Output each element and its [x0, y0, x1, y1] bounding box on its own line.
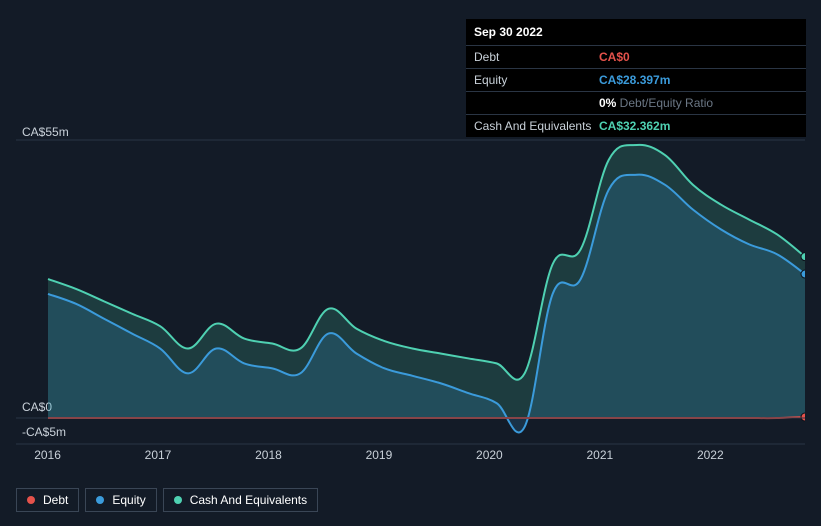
- legend: Debt Equity Cash And Equivalents: [16, 488, 318, 512]
- x-tick: 2021: [587, 448, 614, 462]
- legend-label: Equity: [112, 493, 145, 507]
- tooltip-label: Cash And Equivalents: [474, 119, 599, 133]
- tooltip-value-debt: CA$0: [599, 50, 798, 64]
- x-tick: 2022: [697, 448, 724, 462]
- equity-dot-icon: [96, 496, 104, 504]
- equity-area: [48, 175, 805, 433]
- legend-item-equity[interactable]: Equity: [85, 488, 156, 512]
- tooltip-value-ratio: 0% Debt/Equity Ratio: [599, 96, 798, 110]
- x-tick: 2018: [255, 448, 282, 462]
- tooltip-label: Debt: [474, 50, 599, 64]
- tooltip-row-ratio: 0% Debt/Equity Ratio: [466, 92, 806, 115]
- tooltip-panel: Sep 30 2022 Debt CA$0 Equity CA$28.397m …: [466, 19, 806, 137]
- debt-dot-icon: [27, 496, 35, 504]
- tooltip-date: Sep 30 2022: [466, 19, 806, 46]
- ratio-pct: 0%: [599, 96, 616, 110]
- cash-dot-icon: [174, 496, 182, 504]
- tooltip-row-debt: Debt CA$0: [466, 46, 806, 69]
- x-tick: 2016: [34, 448, 61, 462]
- cash-end-marker: [801, 253, 805, 261]
- legend-label: Cash And Equivalents: [190, 493, 307, 507]
- x-tick: 2020: [476, 448, 503, 462]
- equity-end-marker: [801, 270, 805, 278]
- tooltip-value-equity: CA$28.397m: [599, 73, 798, 87]
- legend-label: Debt: [43, 493, 68, 507]
- tooltip-row-equity: Equity CA$28.397m: [466, 69, 806, 92]
- x-tick: 2019: [366, 448, 393, 462]
- tooltip-value-cash: CA$32.362m: [599, 119, 798, 133]
- ratio-text: Debt/Equity Ratio: [616, 96, 713, 110]
- tooltip-label-empty: [474, 96, 599, 110]
- x-tick: 2017: [145, 448, 172, 462]
- tooltip-label: Equity: [474, 73, 599, 87]
- legend-item-cash[interactable]: Cash And Equivalents: [163, 488, 318, 512]
- legend-item-debt[interactable]: Debt: [16, 488, 79, 512]
- debt-end-marker: [801, 413, 805, 421]
- tooltip-row-cash: Cash And Equivalents CA$32.362m: [466, 115, 806, 137]
